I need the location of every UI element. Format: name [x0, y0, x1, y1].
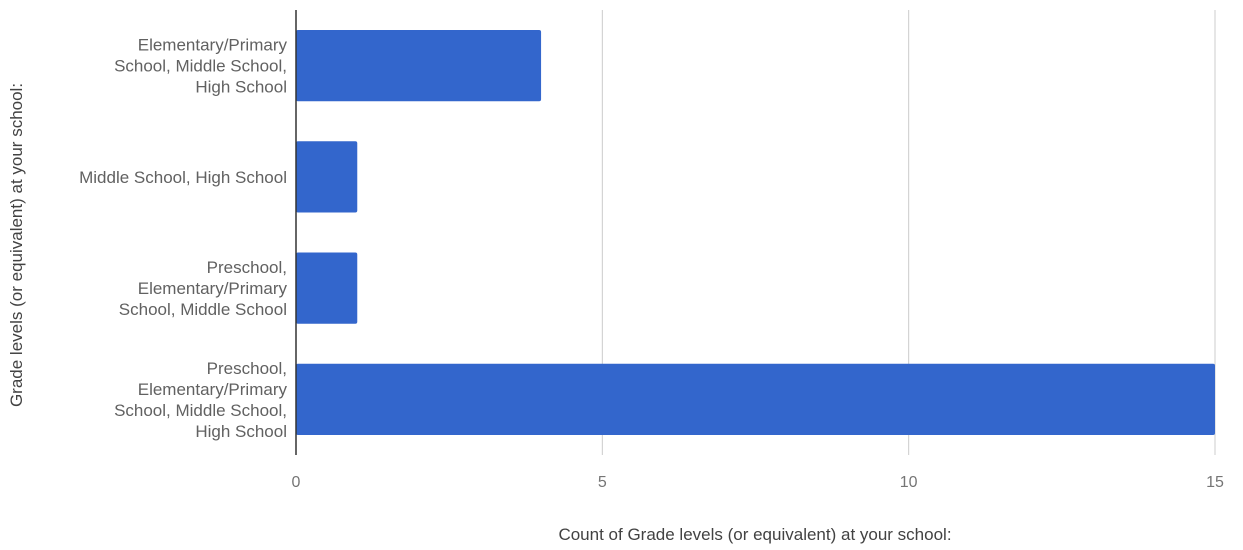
y-category-label: Elementary/Primary School, Middle School,…	[114, 36, 287, 97]
bar	[296, 30, 542, 102]
category-labels: Elementary/Primary School, Middle School,…	[79, 36, 287, 441]
y-category-label: Preschool, Elementary/Primary School, Midd…	[119, 258, 288, 319]
category-label-line: Preschool,	[207, 258, 287, 277]
category-label-line: Middle School, High School	[79, 168, 287, 187]
category-label-line: Elementary/Primary	[138, 279, 288, 298]
x-tick-labels: 0 5 10 15	[292, 474, 1224, 491]
y-category-label: Preschool, Elementary/Primary School, Midd…	[114, 359, 287, 441]
bar	[296, 363, 1215, 435]
x-tick-label: 0	[292, 474, 301, 491]
y-category-label: Middle School, High School	[79, 168, 287, 187]
category-label-line: Preschool,	[207, 359, 287, 378]
category-label-line: High School	[195, 78, 287, 97]
category-label-line: School, Middle School,	[114, 401, 287, 420]
bar	[296, 141, 358, 213]
x-tick-label: 5	[598, 474, 607, 491]
category-label-line: Elementary/Primary	[138, 36, 288, 55]
y-axis-title: Grade levels (or equivalent) at your sch…	[7, 83, 26, 407]
category-label-line: School, Middle School	[119, 300, 287, 319]
x-axis-title: Count of Grade levels (or equivalent) at…	[558, 525, 951, 544]
category-label-line: High School	[195, 422, 287, 441]
bar	[296, 252, 358, 324]
x-tick-label: 10	[900, 474, 918, 491]
category-label-line: Elementary/Primary	[138, 380, 288, 399]
x-tick-label: 15	[1206, 474, 1224, 491]
category-label-line: School, Middle School,	[114, 57, 287, 76]
bars	[296, 30, 1215, 435]
